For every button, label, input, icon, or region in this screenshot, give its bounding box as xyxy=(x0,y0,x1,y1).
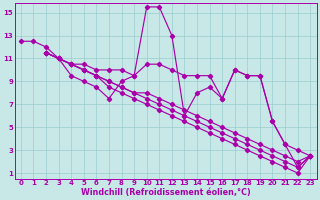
X-axis label: Windchill (Refroidissement éolien,°C): Windchill (Refroidissement éolien,°C) xyxy=(81,188,251,197)
